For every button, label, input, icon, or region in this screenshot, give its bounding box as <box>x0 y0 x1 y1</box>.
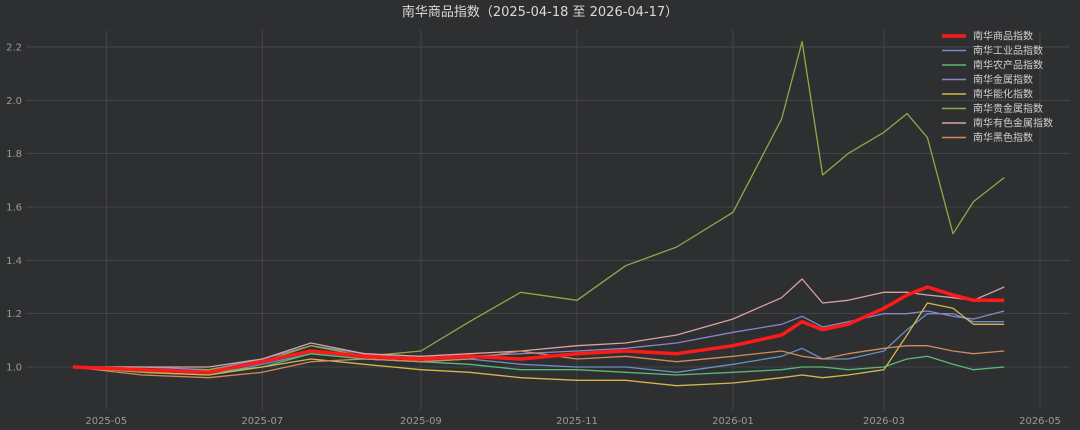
chart-title: 南华商品指数（2025-04-18 至 2026-04-17） <box>402 4 678 20</box>
series-lines <box>72 40 1005 387</box>
legend-label: 南华贵金属指数 <box>973 102 1043 115</box>
legend-label: 南华黑色指数 <box>973 131 1033 144</box>
y-tick-label: 2.0 <box>6 96 22 107</box>
legend-label: 南华能化指数 <box>973 88 1033 101</box>
y-tick-label: 1.8 <box>6 149 22 160</box>
x-tick-label: 2025-07 <box>241 416 283 427</box>
series-line <box>72 302 1005 387</box>
x-tick-label: 2025-11 <box>556 416 598 427</box>
series-line <box>73 310 1005 371</box>
x-tick-label: 2026-03 <box>863 416 905 427</box>
series-line <box>72 40 1005 373</box>
legend-label: 南华有色金属指数 <box>973 117 1053 130</box>
legend-label: 南华商品指数 <box>973 30 1033 43</box>
y-axis: 1.0 1.2 1.4 1.6 1.8 2.0 2.2 <box>6 42 22 373</box>
y-tick-label: 1.0 <box>6 363 22 374</box>
x-tick-label: 2026-05 <box>1019 416 1061 427</box>
series-line <box>72 285 1005 375</box>
legend-label: 南华工业品指数 <box>973 44 1043 57</box>
x-tick-label: 2026-01 <box>712 416 754 427</box>
y-tick-label: 2.2 <box>6 42 22 53</box>
x-tick-label: 2025-09 <box>400 416 442 427</box>
legend-label: 南华农产品指数 <box>973 59 1043 72</box>
y-tick-label: 1.4 <box>6 256 22 267</box>
grid-lines <box>26 30 1070 410</box>
y-tick-label: 1.2 <box>6 309 22 320</box>
series-line <box>72 353 1005 376</box>
legend-label: 南华金属指数 <box>973 73 1033 86</box>
y-tick-label: 1.6 <box>6 202 22 213</box>
x-tick-label: 2025-05 <box>85 416 127 427</box>
series-line <box>72 345 1005 379</box>
x-axis: 2025-05 2025-07 2025-09 2025-11 2026-01 2026-… <box>85 416 1061 427</box>
legend: 南华商品指数南华工业品指数南华农产品指数南华金属指数南华能化指数南华贵金属指数南… <box>942 30 1053 144</box>
